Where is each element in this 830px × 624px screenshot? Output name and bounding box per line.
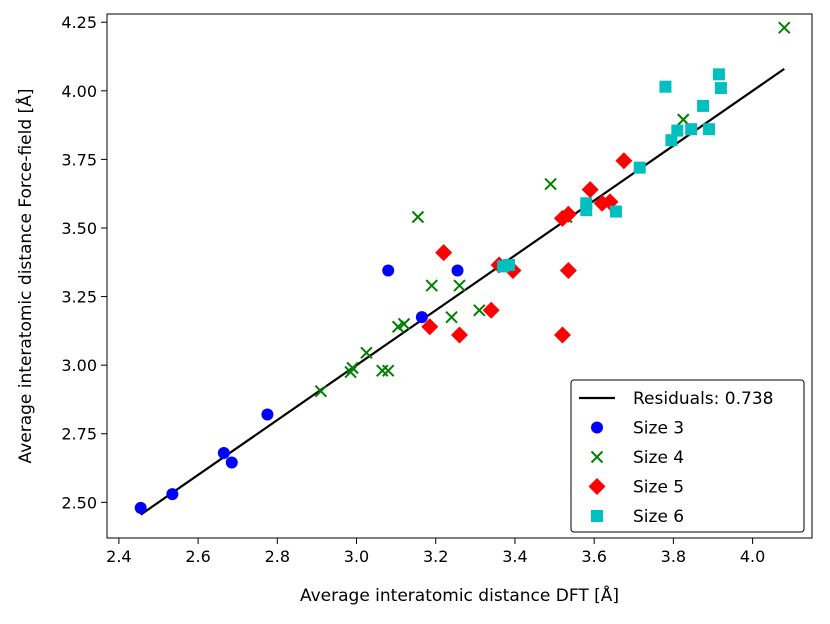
data-point <box>415 311 428 324</box>
data-point <box>503 259 516 272</box>
data-point <box>382 264 395 277</box>
y-tick-label: 2.75 <box>61 425 97 444</box>
plot-area <box>106 13 813 539</box>
x-tick-label: 2.8 <box>265 547 290 566</box>
data-point <box>261 408 274 421</box>
y-tick-label: 3.00 <box>61 356 97 375</box>
series-size-6 <box>497 68 727 273</box>
legend-label: Size 4 <box>633 448 684 468</box>
data-point <box>659 80 672 93</box>
series-size-3 <box>134 264 464 514</box>
y-tick-label: 2.50 <box>61 493 97 512</box>
legend-entries: Size 3 Size 4 Size 5 Size 6 <box>588 419 684 527</box>
data-point <box>451 264 464 277</box>
legend-box <box>570 379 805 533</box>
data-point <box>360 346 373 360</box>
legend-label: Size 3 <box>633 419 684 439</box>
y-axis: 2.50 2.75 3.00 3.25 3.50 3.75 4.00 4.25 <box>61 13 107 512</box>
data-point <box>544 177 557 191</box>
x-tick-label: 2.6 <box>185 547 210 566</box>
legend-label: Size 5 <box>633 478 684 498</box>
x-tick-label: 3.6 <box>581 547 606 566</box>
data-point <box>778 21 791 34</box>
y-tick-label: 4.25 <box>61 13 97 32</box>
data-point <box>581 181 599 199</box>
x-tick-label: 4.0 <box>740 547 765 566</box>
data-point <box>425 279 438 292</box>
x-tick-label: 2.4 <box>106 547 131 566</box>
data-point <box>453 279 466 292</box>
data-point <box>671 124 684 137</box>
data-point <box>445 310 458 324</box>
legend-label: Size 6 <box>633 507 684 527</box>
data-point <box>633 161 646 174</box>
legend-fit-line-label: Residuals: 0.738 <box>633 389 773 409</box>
data-point <box>473 304 486 317</box>
data-point <box>346 361 359 375</box>
data-point <box>609 205 622 218</box>
data-point <box>703 123 716 136</box>
data-point <box>482 301 500 319</box>
data-point <box>685 123 698 136</box>
y-tick-label: 3.75 <box>61 150 97 169</box>
data-point <box>397 317 411 331</box>
data-point <box>615 152 633 170</box>
data-point <box>559 205 577 223</box>
y-tick-label: 3.25 <box>61 288 97 307</box>
data-point <box>580 197 593 210</box>
data-point <box>225 456 238 469</box>
data-point <box>421 318 439 336</box>
data-point <box>382 364 395 377</box>
data-point <box>451 326 468 344</box>
data-point <box>166 488 179 501</box>
x-tick-label: 3.4 <box>502 547 527 566</box>
x-tick-label: 3.2 <box>423 547 448 566</box>
points-layer <box>134 21 791 514</box>
x-axis-label: Average interatomic distance DFT [Å] <box>300 584 619 606</box>
x-tick-label: 3.0 <box>344 547 369 566</box>
data-point <box>714 82 727 95</box>
data-point <box>553 326 571 344</box>
legend-marker-size-6 <box>591 510 603 522</box>
data-point <box>411 210 425 224</box>
data-point <box>712 68 725 81</box>
y-axis-label: Average interatomic distance Force-field… <box>14 89 36 464</box>
y-tick-label: 3.50 <box>61 219 97 238</box>
y-tick-label: 4.00 <box>61 82 97 101</box>
legend-marker-size-3 <box>591 421 603 434</box>
legend-marker-size-4 <box>590 450 604 464</box>
legend-marker-size-5 <box>588 478 606 495</box>
data-point <box>134 501 147 514</box>
data-point <box>217 446 230 459</box>
data-point <box>559 262 577 280</box>
data-point <box>665 134 678 147</box>
x-axis: 2.4 2.6 2.8 3.0 3.2 3.4 3.6 3.8 4.0 <box>106 538 765 566</box>
data-point <box>314 385 328 398</box>
data-point <box>435 244 453 262</box>
data-point <box>697 99 710 112</box>
x-tick-label: 3.8 <box>661 547 686 566</box>
